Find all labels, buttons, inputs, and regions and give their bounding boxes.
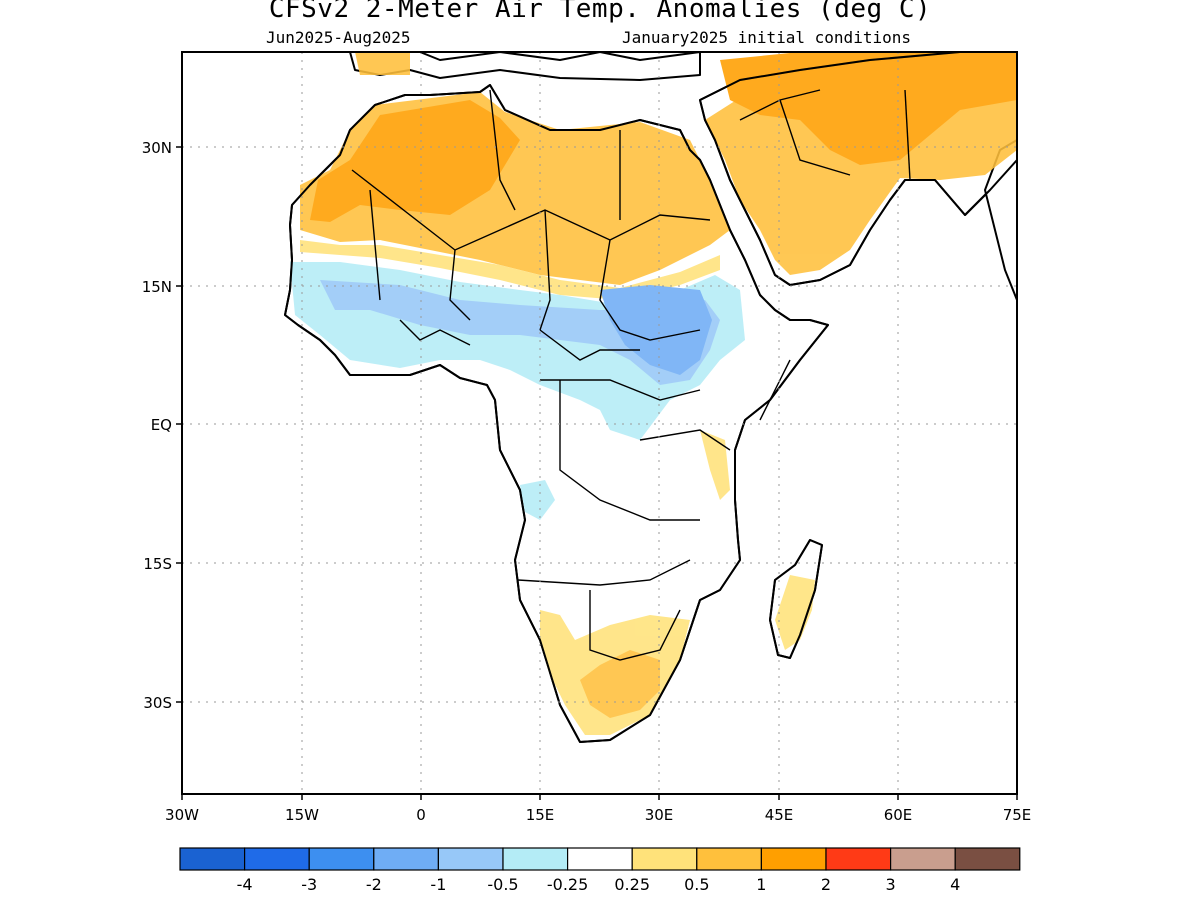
map-title: CFSv2 2-Meter Air Temp. Anomalies (deg C… — [268, 0, 932, 24]
colorbar-label: 3 — [886, 875, 896, 894]
lat-label: EQ — [151, 416, 172, 434]
colorbar-label: -4 — [237, 875, 253, 894]
lat-label: 30N — [142, 139, 172, 157]
colorbar-swatch — [308, 847, 375, 871]
colorbar-swatch — [437, 847, 504, 871]
colorbar-swatch — [825, 847, 892, 871]
warm-anomaly-southern-africa-core — [580, 650, 660, 718]
colorbar-swatch — [631, 847, 698, 871]
warm-anomaly-arabia-core — [720, 52, 1017, 165]
colorbar-swatch — [373, 847, 439, 871]
colorbar-label: -0.5 — [487, 875, 518, 894]
colorbar-label: -0.25 — [547, 875, 588, 894]
lat-label: 15S — [143, 555, 172, 573]
colorbar-label: 0.25 — [614, 875, 650, 894]
lon-label: 0 — [416, 806, 426, 824]
colorbar-swatch — [566, 847, 633, 871]
lon-label: 60E — [884, 806, 913, 824]
colorbar-label: 4 — [950, 875, 960, 894]
warm-anomaly-europe — [355, 52, 410, 75]
colorbar-label: 1 — [756, 875, 766, 894]
india-outline — [984, 139, 1017, 301]
warm-anomaly-sahara-core — [310, 100, 520, 222]
cool-anomaly-congo — [520, 480, 555, 520]
longitude-axis — [181, 794, 1018, 800]
lon-label: 45E — [765, 806, 794, 824]
map-area — [182, 52, 1017, 794]
colorbar-label: 2 — [821, 875, 831, 894]
graticule — [182, 52, 1017, 794]
cool-anomaly-sahel-core — [320, 280, 720, 385]
colorbar-label: -2 — [366, 875, 382, 894]
colorbar-swatch — [502, 847, 569, 871]
anomaly-shading — [290, 52, 1017, 735]
lon-label: 30E — [645, 806, 674, 824]
lon-label: 75E — [1003, 806, 1032, 824]
latitude-axis — [176, 146, 182, 703]
colorbar-swatch — [954, 847, 1021, 871]
colorbar-swatch — [760, 847, 827, 871]
cool-anomaly-sudan — [600, 285, 712, 375]
warm-anomaly-madagascar — [775, 575, 815, 650]
colorbar-swatch — [179, 847, 246, 871]
lon-label: 15E — [526, 806, 555, 824]
forecast-period: Jun2025-Aug2025 — [266, 28, 411, 47]
colorbar-swatch — [696, 847, 762, 871]
lon-label: 30W — [165, 806, 199, 824]
colorbar-swatch — [889, 847, 956, 871]
colorbar-swatch — [244, 847, 310, 871]
lat-label: 30S — [143, 694, 172, 712]
colorbar-label: -1 — [430, 875, 446, 894]
lat-label: 15N — [142, 278, 172, 296]
colorbar — [179, 847, 1021, 871]
lon-label: 15W — [285, 806, 319, 824]
map-frame — [181, 51, 1018, 795]
colorbar-label: -3 — [301, 875, 317, 894]
country-borders — [351, 89, 911, 661]
initial-conditions: January2025 initial conditions — [622, 28, 911, 47]
warm-anomaly-north-edge — [300, 240, 720, 300]
colorbar-label: 0.5 — [684, 875, 709, 894]
warm-anomaly-east-africa — [700, 430, 730, 500]
